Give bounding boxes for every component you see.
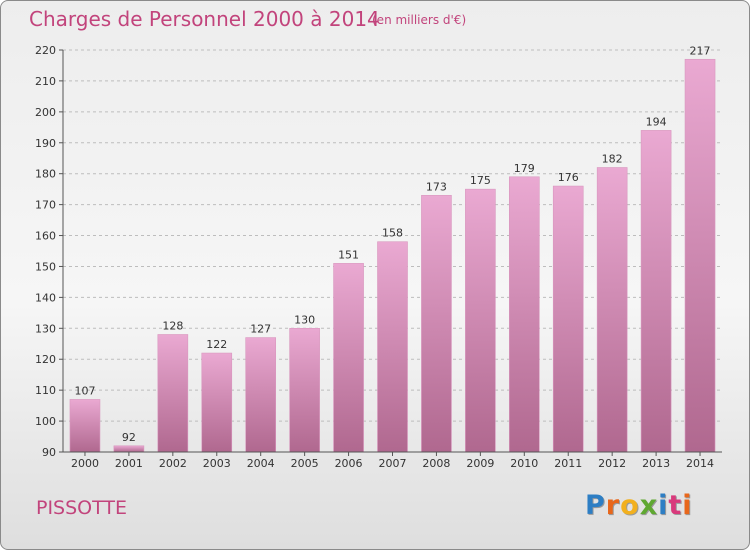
value-label-2012: 182 [602, 153, 623, 166]
y-tick-label: 140 [35, 291, 56, 304]
y-tick-label: 180 [35, 168, 56, 181]
x-tick-label-2005: 2005 [291, 457, 319, 470]
bar-2012 [596, 167, 628, 453]
value-label-2014: 217 [690, 44, 711, 57]
bar-2002 [157, 334, 189, 453]
value-label-2009: 175 [470, 174, 491, 187]
value-label-2001: 92 [122, 431, 136, 444]
bar-2009 [465, 188, 496, 453]
y-tick-label: 210 [35, 75, 56, 88]
value-label-2011: 176 [558, 171, 579, 184]
bar-2010 [508, 176, 540, 453]
x-tick-label-2001: 2001 [115, 457, 143, 470]
bar-2000 [69, 399, 101, 453]
chart-title: Charges de Personnel 2000 à 2014 [29, 7, 380, 31]
x-tick-label-2012: 2012 [598, 457, 626, 470]
y-tick-label: 130 [35, 322, 56, 335]
value-label-2005: 130 [294, 313, 315, 326]
y-tick-label: 150 [35, 260, 56, 273]
x-tick-label-2013: 2013 [642, 457, 670, 470]
value-label-2008: 173 [426, 180, 447, 193]
y-tick-label: 120 [35, 353, 56, 366]
commune-name: PISSOTTE [36, 497, 128, 519]
bar-2007 [377, 241, 408, 453]
x-tick-label-2003: 2003 [203, 457, 231, 470]
value-label-2002: 128 [162, 319, 183, 332]
y-tick-label: 170 [35, 199, 56, 212]
x-tick-label-2014: 2014 [686, 457, 714, 470]
y-tick-label: 190 [35, 137, 56, 150]
value-label-2006: 151 [338, 248, 359, 261]
logo-letter: i [682, 490, 693, 521]
x-tick-label-2009: 2009 [466, 457, 494, 470]
proxiti-logo: Proxiti [585, 490, 693, 521]
x-tick-label-2010: 2010 [510, 457, 538, 470]
y-tick-label: 110 [35, 384, 56, 397]
logo-letter: t [668, 490, 683, 521]
value-label-2007: 158 [382, 227, 403, 240]
bar-2005 [289, 328, 320, 453]
bar-2008 [421, 195, 452, 453]
bar-2004 [245, 337, 276, 453]
y-tick-label: 100 [35, 415, 56, 428]
x-tick-label-2008: 2008 [422, 457, 450, 470]
logo-letter: o [620, 490, 640, 521]
x-tick-label-2011: 2011 [554, 457, 582, 470]
bar-2003 [201, 352, 233, 453]
bar-2011 [552, 185, 584, 453]
y-tick-label: 90 [42, 446, 56, 459]
bar-2014 [684, 58, 716, 453]
bar-2001 [113, 445, 145, 453]
chart-subtitle: (en milliers d'€) [372, 13, 467, 27]
x-tick-label-2007: 2007 [379, 457, 407, 470]
x-tick-label-2006: 2006 [335, 457, 363, 470]
value-label-2000: 107 [74, 384, 95, 397]
value-label-2004: 127 [250, 323, 271, 336]
logo-letter: P [585, 490, 606, 521]
y-tick-label: 160 [35, 230, 56, 243]
x-tick-label-2002: 2002 [159, 457, 187, 470]
x-tick-label-2004: 2004 [247, 457, 275, 470]
x-tick-label-2000: 2000 [71, 457, 99, 470]
value-label-2013: 194 [646, 115, 667, 128]
bar-2013 [640, 130, 672, 453]
logo-letter: i [658, 490, 669, 521]
logo-letter: x [639, 490, 659, 521]
y-tick-label: 200 [35, 106, 56, 119]
y-tick-label: 220 [35, 44, 56, 57]
bar-2006 [333, 263, 364, 453]
value-label-2003: 122 [206, 338, 227, 351]
logo-letter: r [605, 490, 621, 521]
value-label-2010: 179 [514, 162, 535, 175]
